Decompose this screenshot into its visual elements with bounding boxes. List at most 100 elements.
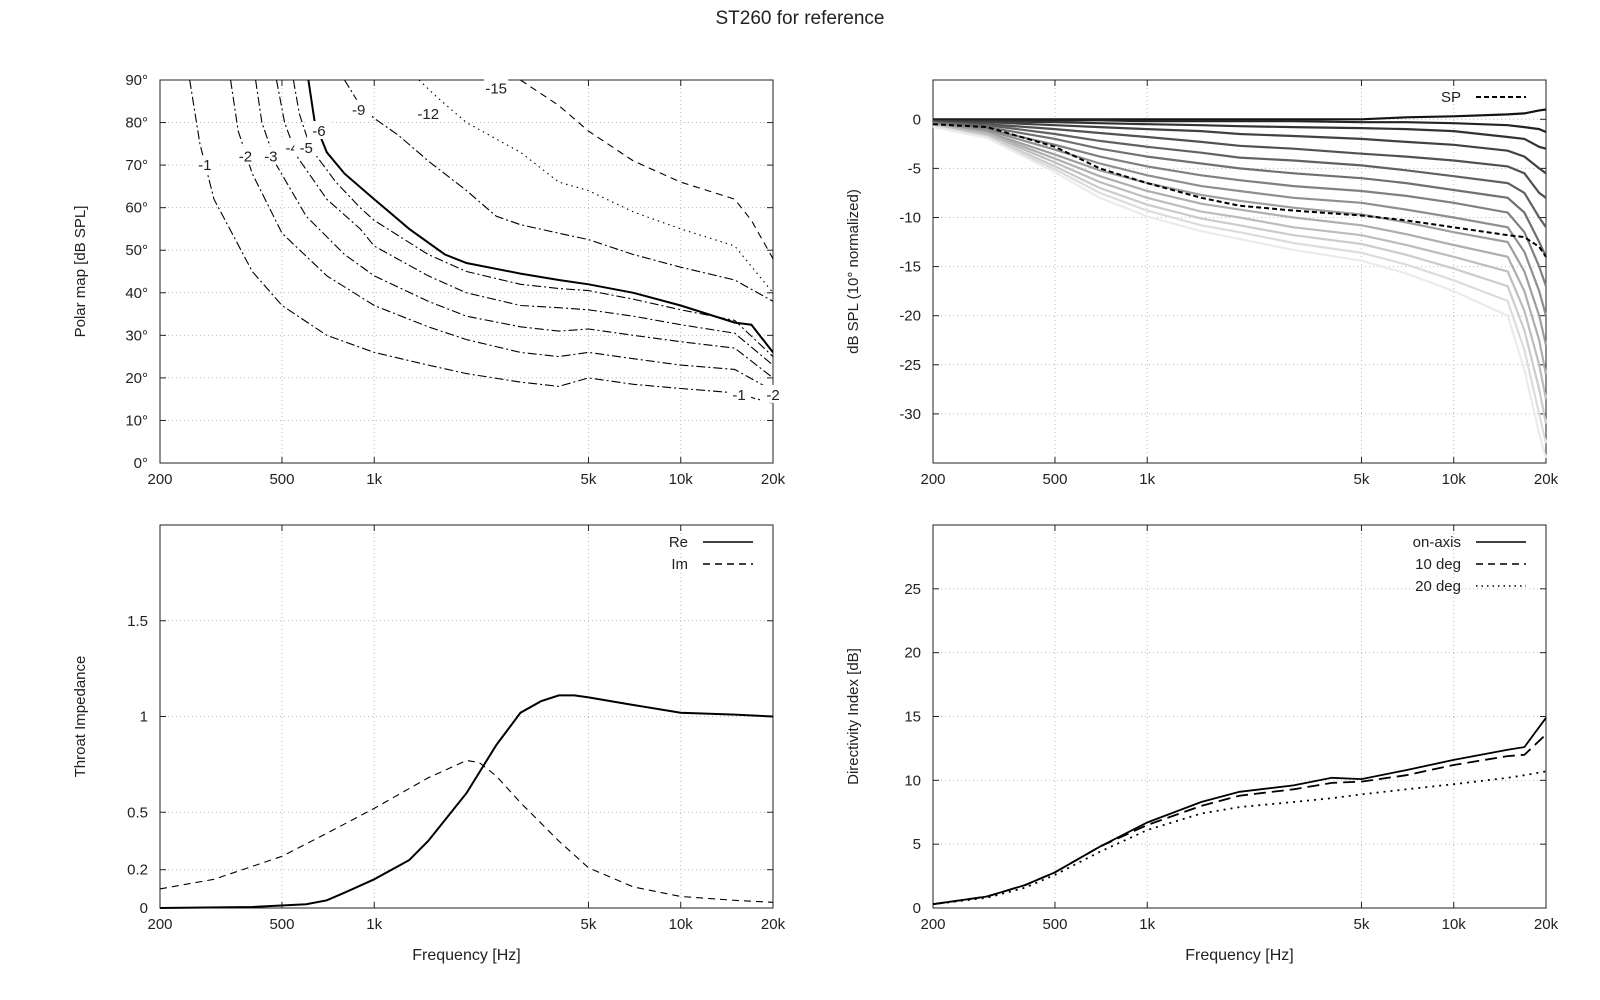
contour-line bbox=[418, 80, 773, 294]
contour-label-bg bbox=[294, 138, 319, 157]
contour-line bbox=[520, 80, 773, 259]
contour-label-bg bbox=[416, 104, 441, 123]
y-tick-label: 20° bbox=[125, 370, 148, 387]
figure-title: ST260 for reference bbox=[715, 8, 885, 29]
contour-label-bg bbox=[761, 384, 785, 403]
normalized-response-line bbox=[932, 121, 1547, 228]
x-tick-label: 200 bbox=[920, 471, 945, 488]
contour-label: -2 bbox=[239, 149, 252, 166]
y-tick-label: -10 bbox=[899, 209, 921, 226]
contour-label-bg bbox=[306, 121, 331, 140]
contour-label: -1 bbox=[732, 387, 745, 404]
legend-label: SP bbox=[1441, 89, 1461, 106]
legend-label: on-axis bbox=[1413, 534, 1461, 551]
x-tick-label: 20k bbox=[1534, 471, 1559, 488]
contour-label: -9 bbox=[352, 102, 365, 119]
y-tick-label: 5 bbox=[913, 836, 921, 853]
contour-label-bg bbox=[727, 384, 752, 403]
x-tick-label: 1k bbox=[1139, 916, 1155, 933]
legend-label: Re bbox=[669, 534, 688, 551]
x-tick-label: 10k bbox=[669, 916, 694, 933]
di-line bbox=[932, 770, 1547, 906]
contour-line bbox=[230, 80, 773, 392]
contour-group bbox=[189, 80, 773, 404]
y-tick-label: 0.2 bbox=[127, 862, 148, 879]
y-tick-label: 50° bbox=[125, 242, 148, 259]
normalized-response-line bbox=[932, 126, 1548, 459]
x-tick-label: 10k bbox=[1442, 471, 1467, 488]
contour-label-bg bbox=[192, 155, 217, 174]
x-tick-label: 20k bbox=[1534, 916, 1559, 933]
x-tick-label: 1k bbox=[366, 471, 382, 488]
contour-line bbox=[307, 80, 773, 354]
contour-label: -1 bbox=[198, 157, 211, 174]
y-tick-label: 20 bbox=[904, 645, 921, 662]
x-tick-label: 1k bbox=[366, 916, 382, 933]
y-tick-label: 15 bbox=[904, 709, 921, 726]
normalized-response-line bbox=[932, 124, 1548, 400]
y-tick-label: 10 bbox=[904, 772, 921, 789]
y-axis-label: dB SPL (10° normalized) bbox=[845, 189, 862, 354]
legend-label: Im bbox=[671, 556, 688, 573]
x-tick-label: 500 bbox=[1042, 471, 1067, 488]
y-tick-label: -5 bbox=[908, 160, 921, 177]
x-tick-label: 5k bbox=[581, 471, 597, 488]
normalized-response-line bbox=[932, 124, 1548, 375]
x-tick-label: 20k bbox=[761, 916, 786, 933]
normalized-response-line bbox=[933, 120, 1547, 150]
y-tick-label: 80° bbox=[125, 115, 148, 132]
y-tick-label: 60° bbox=[125, 200, 148, 217]
y-tick-label: 40° bbox=[125, 285, 148, 302]
contour-label-bg bbox=[258, 146, 283, 165]
legend-label: 20 deg bbox=[1415, 578, 1461, 595]
normalized-response-line bbox=[932, 122, 1548, 287]
x-tick-label: 10k bbox=[1442, 916, 1467, 933]
polar-map-panel: 200 500 1k 5k 10k 20k 0° 10° 20° 30° 40° 50° 60° 70° 8… bbox=[72, 72, 786, 488]
normalized-response-line bbox=[932, 123, 1548, 316]
contour-label: -6 bbox=[312, 123, 325, 140]
sp-line bbox=[932, 123, 1547, 258]
x-tick-label: 500 bbox=[269, 471, 294, 488]
plot-frame bbox=[159, 524, 774, 909]
x-tick-label: 5k bbox=[581, 916, 597, 933]
x-tick-label: 200 bbox=[147, 916, 172, 933]
throat-impedance-panel: 200 500 1k 5k 10k 20k 0 0.2 0.5 1 1.5 Throat Impeda… bbox=[72, 524, 786, 964]
contour-label: -15 bbox=[485, 81, 507, 98]
y-tick-label: 0 bbox=[140, 900, 148, 917]
di-line bbox=[932, 733, 1547, 906]
y-tick-label: 0.5 bbox=[127, 804, 148, 821]
y-tick-label: 10° bbox=[125, 412, 148, 429]
contour-label: -3 bbox=[264, 149, 277, 166]
x-tick-label: 10k bbox=[669, 471, 694, 488]
contour-line bbox=[344, 80, 773, 302]
re-line bbox=[159, 694, 774, 909]
y-tick-label: -20 bbox=[899, 308, 921, 325]
x-tick-label: 5k bbox=[1354, 471, 1370, 488]
y-tick-label: 30° bbox=[125, 327, 148, 344]
y-tick-label: -25 bbox=[899, 357, 921, 374]
y-tick-label: 1 bbox=[140, 709, 148, 726]
y-axis-label: Directivity Index [dB] bbox=[845, 648, 862, 785]
normalized-response-line bbox=[933, 108, 1547, 121]
x-tick-label: 5k bbox=[1354, 916, 1370, 933]
x-tick-label: 500 bbox=[269, 916, 294, 933]
x-axis-label: Frequency [Hz] bbox=[412, 947, 520, 964]
x-tick-label: 200 bbox=[920, 916, 945, 933]
y-tick-label: -30 bbox=[899, 406, 921, 423]
normalized-response-line bbox=[932, 125, 1548, 444]
normalized-response-line bbox=[933, 119, 1547, 134]
contour-line bbox=[292, 80, 773, 357]
contour-label-bg bbox=[346, 99, 371, 118]
normalized-response-line bbox=[932, 125, 1548, 424]
normalized-response-line bbox=[932, 121, 1547, 199]
x-tick-label: 500 bbox=[1042, 916, 1067, 933]
normalized-response-line bbox=[932, 123, 1548, 346]
plot-frame bbox=[932, 79, 1547, 464]
x-tick-label: 20k bbox=[761, 471, 786, 488]
directivity-index-panel: 200 500 1k 5k 10k 20k 0 5 10 15 20 25 Directivity In… bbox=[845, 524, 1559, 964]
contour-line bbox=[189, 80, 773, 404]
contour-label: -12 bbox=[417, 106, 439, 123]
y-tick-label: 0 bbox=[913, 111, 921, 128]
normalized-spl-panel: 200 500 1k 5k 10k 20k 0 -5 -10 -15 -20 -25 -30 dB SPL… bbox=[845, 79, 1559, 488]
